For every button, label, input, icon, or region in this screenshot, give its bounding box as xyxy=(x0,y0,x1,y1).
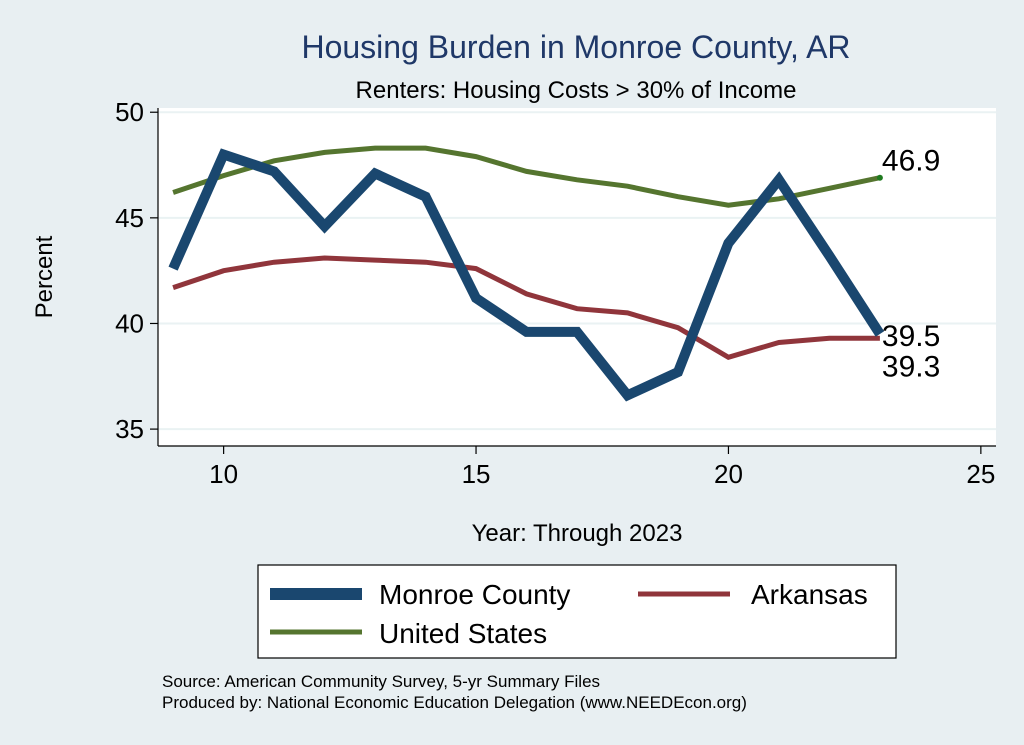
plot-area xyxy=(158,108,996,446)
x-axis-label: Year: Through 2023 xyxy=(472,520,683,547)
series-lines xyxy=(168,145,885,402)
legend-label-monroe-county: Monroe County xyxy=(379,579,570,610)
y-axis-label: Percent xyxy=(31,235,58,318)
x-tick-label: 20 xyxy=(714,459,743,489)
chart-title: Housing Burden in Monroe County, AR xyxy=(301,29,850,65)
series-line-monroe-county xyxy=(168,148,885,402)
y-tick-label: 40 xyxy=(115,308,144,338)
end-label-united-states: 46.9 xyxy=(882,145,940,178)
source-note: Source: American Community Survey, 5-yr … xyxy=(162,672,600,691)
axes: 35 40 45 50 10 15 20 25 xyxy=(115,97,996,489)
grid-lines xyxy=(158,111,996,431)
end-label-monroe-county: 39.5 xyxy=(882,320,940,353)
legend-label-united-states: United States xyxy=(379,618,547,649)
legend-box xyxy=(257,564,897,659)
y-tick-label: 35 xyxy=(115,414,144,444)
x-tick-label: 10 xyxy=(209,459,238,489)
produced-by-note: Produced by: National Economic Education… xyxy=(162,693,747,712)
end-label-arkansas: 39.3 xyxy=(882,350,940,383)
series-line-arkansas xyxy=(172,255,880,361)
y-tick-label: 50 xyxy=(115,97,144,127)
end-labels: 46.9 39.539.3 xyxy=(876,145,940,383)
x-tick-label: 15 xyxy=(462,459,491,489)
chart-subtitle: Renters: Housing Costs > 30% of Income xyxy=(356,77,797,104)
legend-label-arkansas: Arkansas xyxy=(751,579,868,610)
x-tick-label: 25 xyxy=(966,459,995,489)
y-tick-label: 45 xyxy=(115,203,144,233)
legend: Monroe County Arkansas United States xyxy=(257,564,897,659)
end-marker-united-states xyxy=(876,174,883,181)
